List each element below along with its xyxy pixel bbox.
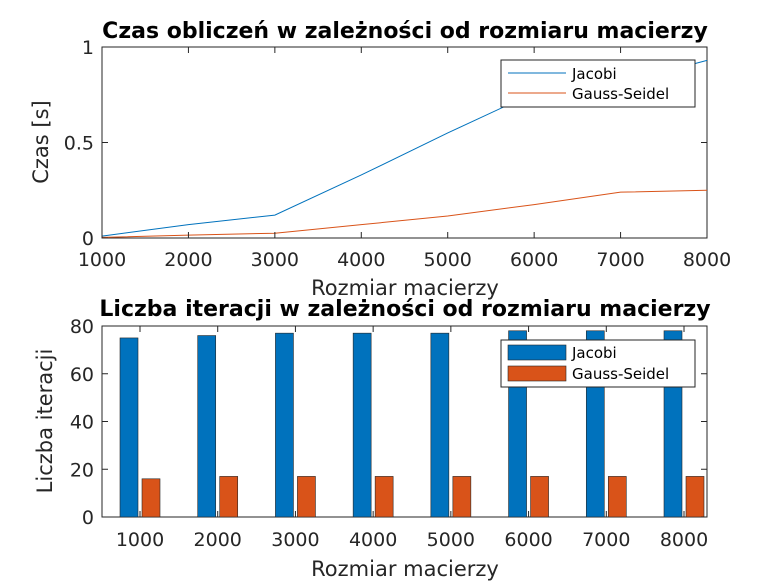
- x-tick-label: 8000: [683, 249, 731, 271]
- bar-jacobi-5000: [430, 332, 450, 518]
- x-tick-label: 8000: [660, 529, 708, 551]
- time-chart-title: Czas obliczeń w zależności od rozmiaru m…: [102, 19, 708, 44]
- y-tick-label: 60: [70, 364, 94, 386]
- x-tick-label: 2000: [194, 529, 242, 551]
- bar-gauss-seidel-2000: [219, 476, 239, 518]
- time-chart-x-ticks: 1000 2000 3000 4000 5000 6000 7000 8000: [78, 47, 731, 271]
- y-tick-label: 0: [82, 228, 94, 250]
- iterations-chart-x-ticks: 1000 2000 3000 4000 5000 6000 7000 8000: [116, 326, 708, 551]
- time-chart-xlabel: Rozmiar macierzy: [311, 276, 499, 300]
- x-tick-label: 6000: [504, 529, 552, 551]
- bar-gauss-seidel-4000: [374, 476, 394, 518]
- x-tick-label: 4000: [337, 249, 385, 271]
- x-tick-label: 1000: [78, 249, 126, 271]
- y-tick-label: 0.5: [64, 133, 94, 155]
- y-tick-label: 80: [70, 316, 94, 338]
- bar-jacobi-2000: [197, 335, 217, 518]
- x-tick-label: 3000: [271, 529, 319, 551]
- x-tick-label: 5000: [424, 249, 472, 271]
- x-tick-label: 4000: [349, 529, 397, 551]
- bar-gauss-seidel-1000: [141, 478, 161, 518]
- y-tick-label: 20: [70, 459, 94, 481]
- x-tick-label: 3000: [251, 249, 299, 271]
- legend-box: [500, 59, 696, 108]
- iterations-chart-xlabel: Rozmiar macierzy: [311, 557, 499, 581]
- x-tick-label: 5000: [427, 529, 475, 551]
- legend-jacobi-label: Jacobi: [571, 344, 617, 362]
- bar-gauss-seidel-3000: [297, 476, 316, 518]
- time-chart: Czas obliczeń w zależności od rozmiaru m…: [29, 19, 731, 300]
- y-tick-label: 1: [82, 37, 94, 59]
- bar-gauss-seidel-6000: [530, 476, 549, 518]
- bar-jacobi-4000: [352, 332, 372, 518]
- iterations-chart-ylabel: Liczba iteracji: [33, 349, 57, 494]
- time-chart-ylabel: Czas [s]: [29, 100, 53, 184]
- iterations-chart-y-ticks: 0 20 40 60 80: [70, 316, 707, 529]
- bar-gauss-seidel-8000: [685, 476, 705, 518]
- legend-gauss-seidel-swatch: [507, 365, 567, 382]
- bar-gauss-seidel-5000: [452, 476, 472, 518]
- x-tick-label: 2000: [164, 249, 212, 271]
- iterations-chart-legend: Jacobi Gauss-Seidel: [500, 339, 696, 388]
- bar-jacobi-1000: [119, 337, 139, 518]
- x-tick-label: 7000: [596, 249, 644, 271]
- legend-jacobi-swatch: [507, 344, 567, 361]
- time-chart-legend: Jacobi Gauss-Seidel: [500, 59, 696, 108]
- series-line-gauss-seidel: [101, 189, 708, 238]
- legend-gauss-seidel-label: Gauss-Seidel: [572, 365, 669, 383]
- iterations-chart: Liczba iteracji w zależności od rozmiaru…: [33, 297, 711, 581]
- time-chart-y-ticks: 00.51: [64, 37, 707, 250]
- iterations-chart-title: Liczba iteracji w zależności od rozmiaru…: [99, 297, 710, 322]
- x-tick-label: 7000: [582, 529, 630, 551]
- iterations-chart-bars: [119, 330, 705, 518]
- bar-jacobi-3000: [275, 332, 294, 518]
- bar-gauss-seidel-7000: [607, 476, 627, 518]
- x-tick-label: 1000: [116, 529, 164, 551]
- y-tick-label: 0: [82, 507, 94, 529]
- y-tick-label: 40: [70, 412, 94, 434]
- x-tick-label: 6000: [510, 249, 558, 271]
- legend-gauss-seidel-label: Gauss-Seidel: [572, 85, 669, 103]
- legend-jacobi-label: Jacobi: [571, 65, 617, 83]
